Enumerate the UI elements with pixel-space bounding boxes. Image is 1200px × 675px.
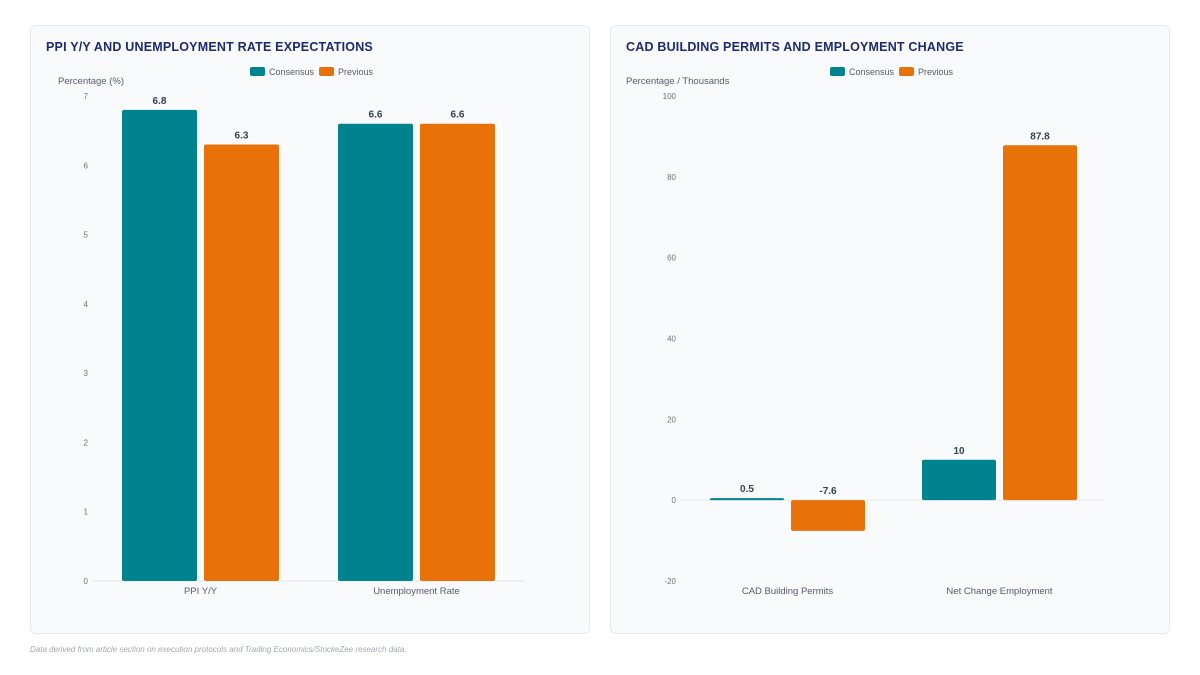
- y-tick-label: 40: [667, 335, 676, 344]
- bar-value-label: 6.3: [235, 131, 249, 142]
- x-category-label: CAD Building Permits: [742, 586, 834, 597]
- y-tick-label: 20: [667, 415, 676, 424]
- ppi-unemployment-chart-card: PPI Y/Y AND UNEMPLOYMENT RATE EXPECTATIO…: [30, 25, 590, 634]
- y-tick-label: 4: [84, 300, 89, 309]
- legend-swatch-1: [899, 67, 914, 76]
- y-tick-label: 3: [84, 369, 89, 378]
- y-axis-title: Percentage / Thousands: [626, 76, 730, 87]
- bar-value-label: -7.6: [819, 486, 837, 497]
- y-tick-label: 2: [84, 438, 89, 447]
- legend-swatch-0: [830, 67, 845, 76]
- x-category-label: Net Change Employment: [946, 586, 1052, 597]
- chart-title: CAD BUILDING PERMITS AND EMPLOYMENT CHAN…: [626, 40, 964, 54]
- bar-value-label: 6.8: [153, 96, 167, 107]
- chart-title: PPI Y/Y AND UNEMPLOYMENT RATE EXPECTATIO…: [46, 40, 373, 54]
- bar-value-label: 87.8: [1030, 131, 1050, 142]
- x-category-label: Unemployment Rate: [373, 586, 460, 597]
- bar-value-label: 6.6: [451, 110, 465, 121]
- legend-label-1: Previous: [918, 67, 954, 77]
- bar-0-1: [791, 500, 865, 531]
- bar-0-0: [710, 498, 784, 501]
- y-tick-label: 0: [672, 496, 677, 505]
- bar-1-0: [338, 123, 413, 581]
- legend-label-0: Consensus: [269, 67, 315, 77]
- bar-1-0: [922, 459, 996, 501]
- bar-value-label: 0.5: [740, 484, 754, 495]
- y-tick-label: 7: [84, 92, 89, 101]
- bar-value-label: 10: [953, 446, 965, 457]
- ppi-unemployment-chart: Consensus Previous Percentage (%) 0 1 2 3 4 5 6 7 6…: [58, 67, 525, 597]
- y-tick-label: 80: [667, 173, 676, 182]
- y-tick-label: 100: [663, 92, 677, 101]
- y-tick-label: 6: [84, 161, 89, 170]
- permits-employment-chart: Consensus Previous Percentage / Thousands -…: [626, 67, 1105, 597]
- y-tick-label: -20: [664, 577, 676, 586]
- source-footnote: Data derived from article section on exe…: [30, 645, 407, 654]
- y-tick-label: 5: [84, 231, 89, 240]
- bar-1-1: [1003, 145, 1077, 501]
- legend-swatch-0: [250, 67, 265, 76]
- bar-value-label: 6.6: [369, 110, 383, 121]
- x-category-label: PPI Y/Y: [184, 586, 218, 597]
- bar-0-1: [204, 144, 279, 581]
- y-tick-label: 60: [667, 254, 676, 263]
- y-tick-label: 0: [84, 577, 89, 586]
- bar-0-0: [122, 109, 197, 581]
- legend-label-1: Previous: [338, 67, 374, 77]
- y-axis-title: Percentage (%): [58, 76, 124, 87]
- bar-1-1: [420, 123, 495, 581]
- permits-employment-chart-card: CAD BUILDING PERMITS AND EMPLOYMENT CHAN…: [610, 25, 1170, 634]
- y-tick-label: 1: [84, 508, 89, 517]
- legend-label-0: Consensus: [849, 67, 895, 77]
- legend-swatch-1: [319, 67, 334, 76]
